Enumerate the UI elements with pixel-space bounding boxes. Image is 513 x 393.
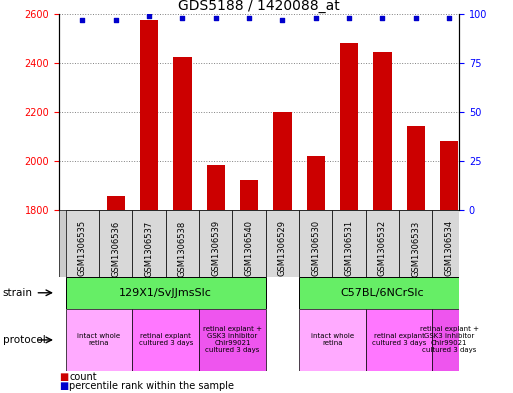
Text: retinal explant
cultured 3 days: retinal explant cultured 3 days (372, 333, 426, 347)
Bar (332, 210, 366, 277)
Bar (273, 112, 291, 393)
Bar (66, 277, 266, 309)
Bar (107, 196, 125, 393)
Bar (440, 141, 458, 393)
Bar (399, 210, 432, 277)
Bar (299, 309, 366, 371)
Bar (373, 52, 391, 393)
Bar (266, 210, 299, 277)
Text: 129X1/SvJJmsSlc: 129X1/SvJJmsSlc (119, 288, 212, 298)
Text: GSM1306532: GSM1306532 (378, 220, 387, 276)
Text: GSM1306531: GSM1306531 (345, 220, 353, 276)
Point (245, 15, 253, 21)
Text: retinal explant +
GSK3 inhibitor
Chir99021
cultured 3 days: retinal explant + GSK3 inhibitor Chir990… (420, 327, 479, 353)
Point (411, 15, 420, 21)
Bar (407, 125, 425, 393)
Point (111, 17, 120, 23)
Bar (307, 156, 325, 393)
Bar (232, 210, 266, 277)
Text: intact whole
retina: intact whole retina (311, 333, 354, 347)
Bar (166, 210, 199, 277)
Point (278, 17, 286, 23)
Bar (173, 57, 191, 393)
Text: GSM1306540: GSM1306540 (245, 220, 253, 276)
Text: GSM1306537: GSM1306537 (145, 220, 153, 277)
Bar (99, 210, 132, 277)
Point (445, 15, 453, 21)
Text: strain: strain (3, 288, 32, 298)
Point (178, 15, 186, 21)
Text: GSM1306533: GSM1306533 (411, 220, 420, 277)
Bar (299, 277, 466, 309)
Bar (432, 210, 466, 277)
Text: GSM1306534: GSM1306534 (445, 220, 453, 276)
Text: retinal explant
cultured 3 days: retinal explant cultured 3 days (139, 333, 193, 347)
Bar (366, 210, 399, 277)
Bar (240, 180, 258, 393)
Text: percentile rank within the sample: percentile rank within the sample (69, 381, 234, 391)
Point (78, 17, 86, 23)
Text: GSM1306539: GSM1306539 (211, 220, 220, 276)
Bar (132, 309, 199, 371)
Text: ■: ■ (59, 381, 68, 391)
Text: GSM1306529: GSM1306529 (278, 220, 287, 276)
Bar (340, 43, 358, 393)
Text: ■: ■ (59, 372, 68, 382)
Point (378, 15, 386, 21)
Bar (366, 309, 432, 371)
Bar (299, 210, 332, 277)
Bar (66, 210, 99, 277)
Bar (73, 210, 91, 393)
Point (211, 15, 220, 21)
Text: protocol: protocol (3, 335, 45, 345)
Text: GSM1306536: GSM1306536 (111, 220, 120, 277)
Bar (199, 309, 266, 371)
Text: retinal explant +
GSK3 inhibitor
Chir99021
cultured 3 days: retinal explant + GSK3 inhibitor Chir990… (203, 327, 262, 353)
Bar (207, 165, 225, 393)
Point (345, 15, 353, 21)
Text: count: count (69, 372, 97, 382)
Point (311, 15, 320, 21)
Bar (66, 309, 132, 371)
Text: C57BL/6NCrSlc: C57BL/6NCrSlc (341, 288, 424, 298)
Text: GSM1306530: GSM1306530 (311, 220, 320, 276)
Bar (132, 210, 166, 277)
Point (145, 13, 153, 19)
Bar (140, 20, 158, 393)
Bar (199, 210, 232, 277)
Bar (432, 309, 466, 371)
Text: GSM1306538: GSM1306538 (178, 220, 187, 277)
Text: GSM1306535: GSM1306535 (78, 220, 87, 276)
Title: GDS5188 / 1420088_at: GDS5188 / 1420088_at (178, 0, 340, 13)
Text: intact whole
retina: intact whole retina (77, 333, 121, 347)
